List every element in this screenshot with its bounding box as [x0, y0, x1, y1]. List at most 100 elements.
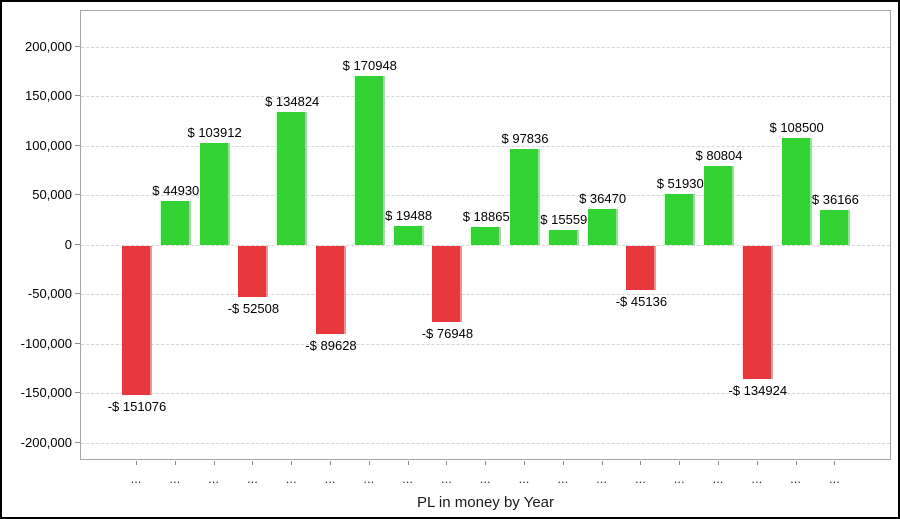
x-axis-category-label: ...	[712, 471, 724, 486]
bar-value-label: $ 18865	[462, 208, 510, 224]
bar-value-label: $ 51930	[656, 176, 704, 192]
bar-positive	[587, 209, 618, 246]
x-axis-tick	[524, 461, 525, 465]
bar-value-label: $ 103912	[187, 124, 242, 140]
bar-value-label: $ 36166	[811, 191, 859, 207]
x-axis-tick	[407, 461, 409, 465]
bar-value-label: $ 134824	[265, 94, 320, 110]
bar-value-label: -$ 76948	[421, 325, 474, 341]
bar-value-label: -$ 151076	[107, 399, 167, 415]
x-axis-tick	[679, 461, 681, 465]
bar-value-label: -$ 45136	[615, 294, 668, 310]
x-axis-tick	[291, 461, 293, 465]
gridline	[81, 96, 890, 97]
x-axis-tick	[640, 461, 642, 465]
x-axis-category-label: ...	[634, 471, 646, 486]
x-axis-tick	[562, 461, 564, 465]
y-axis-tick	[75, 194, 80, 195]
x-axis-category-label: ...	[596, 471, 608, 486]
y-axis-tick	[75, 392, 80, 393]
x-axis-category-label: ...	[285, 471, 297, 486]
gridline	[81, 46, 890, 48]
bar-value-label: $ 15559	[540, 212, 588, 228]
bar-positive	[781, 138, 812, 246]
x-axis-tick	[601, 461, 603, 465]
x-axis-tick	[834, 461, 836, 465]
y-axis-tick	[75, 243, 80, 245]
x-axis-category-label: ...	[673, 471, 685, 486]
x-axis-tick	[756, 461, 758, 465]
y-axis-label: 50,000	[32, 187, 72, 202]
bar-value-label: $ 19488	[385, 208, 433, 224]
x-axis-category-label: ...	[324, 471, 336, 486]
gridline	[81, 343, 890, 345]
y-axis-tick	[75, 45, 80, 47]
x-axis-tick	[718, 461, 719, 465]
gridline	[81, 294, 890, 295]
bar-positive	[820, 209, 851, 246]
x-axis-category-label: ...	[479, 471, 491, 486]
bar-value-label: $ 80804	[695, 147, 743, 163]
y-axis-label: -150,000	[20, 385, 72, 400]
y-axis-tick	[75, 441, 80, 443]
bar-positive	[277, 112, 308, 246]
x-axis-category-label: ...	[440, 471, 452, 486]
bar-positive	[471, 226, 502, 246]
gridline	[81, 145, 890, 147]
bar-value-label: $ 108500	[769, 120, 824, 136]
bar-negative	[432, 245, 463, 322]
bar-positive	[665, 194, 696, 246]
bar-positive	[354, 76, 385, 246]
bar-value-label: $ 97836	[501, 130, 549, 146]
x-axis-category-label: ...	[169, 471, 181, 486]
x-axis-category-label: ...	[518, 471, 530, 486]
plot-area: -$ 151076 $ 44930 $ 103912 -$ 52508 $ 134824…	[80, 10, 891, 460]
bar-value-label: $ 170948	[342, 58, 397, 74]
x-axis-category-label: ...	[828, 471, 840, 486]
bar-value-label: $ 36470	[579, 191, 627, 207]
y-axis-tick	[75, 95, 80, 96]
y-axis-label: 200,000	[25, 38, 72, 54]
bar-negative	[626, 245, 657, 291]
bar-positive	[199, 142, 230, 246]
x-axis-tick	[485, 461, 487, 465]
x-axis-category-label: ...	[246, 471, 258, 486]
y-axis-tick	[75, 293, 80, 294]
gridline	[81, 442, 890, 444]
x-axis-tick	[446, 461, 448, 465]
bar-value-label: $ 44930	[152, 183, 200, 199]
x-axis-tick	[252, 461, 254, 465]
x-axis-category-label: ...	[790, 471, 802, 486]
bar-negative	[238, 245, 269, 298]
bar-value-label: -$ 52508	[227, 301, 280, 317]
bar-positive	[393, 226, 424, 246]
x-axis-category-label: ...	[130, 471, 142, 486]
y-axis-tick	[75, 144, 80, 146]
y-axis-label: 150,000	[25, 88, 72, 103]
x-axis-tick	[213, 461, 215, 465]
bar-value-label: -$ 89628	[305, 338, 357, 354]
y-axis-tick	[75, 342, 80, 344]
bar-positive	[160, 201, 191, 246]
y-axis-label: -50,000	[27, 286, 72, 301]
bar-negative	[316, 245, 346, 335]
x-axis-tick	[330, 461, 331, 465]
x-axis-category-label: ...	[208, 471, 220, 486]
x-axis-title: PL in money by Year	[416, 494, 555, 511]
gridline	[81, 393, 890, 394]
bar-negative	[122, 245, 152, 396]
y-axis-label: -200,000	[20, 434, 72, 450]
x-axis-category-label: ...	[402, 471, 414, 486]
x-axis-tick	[174, 461, 176, 465]
bar-value-label: -$ 134924	[728, 383, 788, 399]
y-axis-label: 0	[64, 236, 72, 252]
bar-positive	[510, 148, 540, 246]
bar-negative	[742, 245, 773, 380]
y-axis-label: 100,000	[25, 137, 72, 153]
x-axis-category-label: ...	[363, 471, 375, 486]
x-axis-category-label: ...	[557, 471, 569, 486]
gridline	[81, 195, 890, 196]
x-axis-tick	[368, 461, 370, 465]
y-axis-label: -100,000	[20, 335, 72, 351]
